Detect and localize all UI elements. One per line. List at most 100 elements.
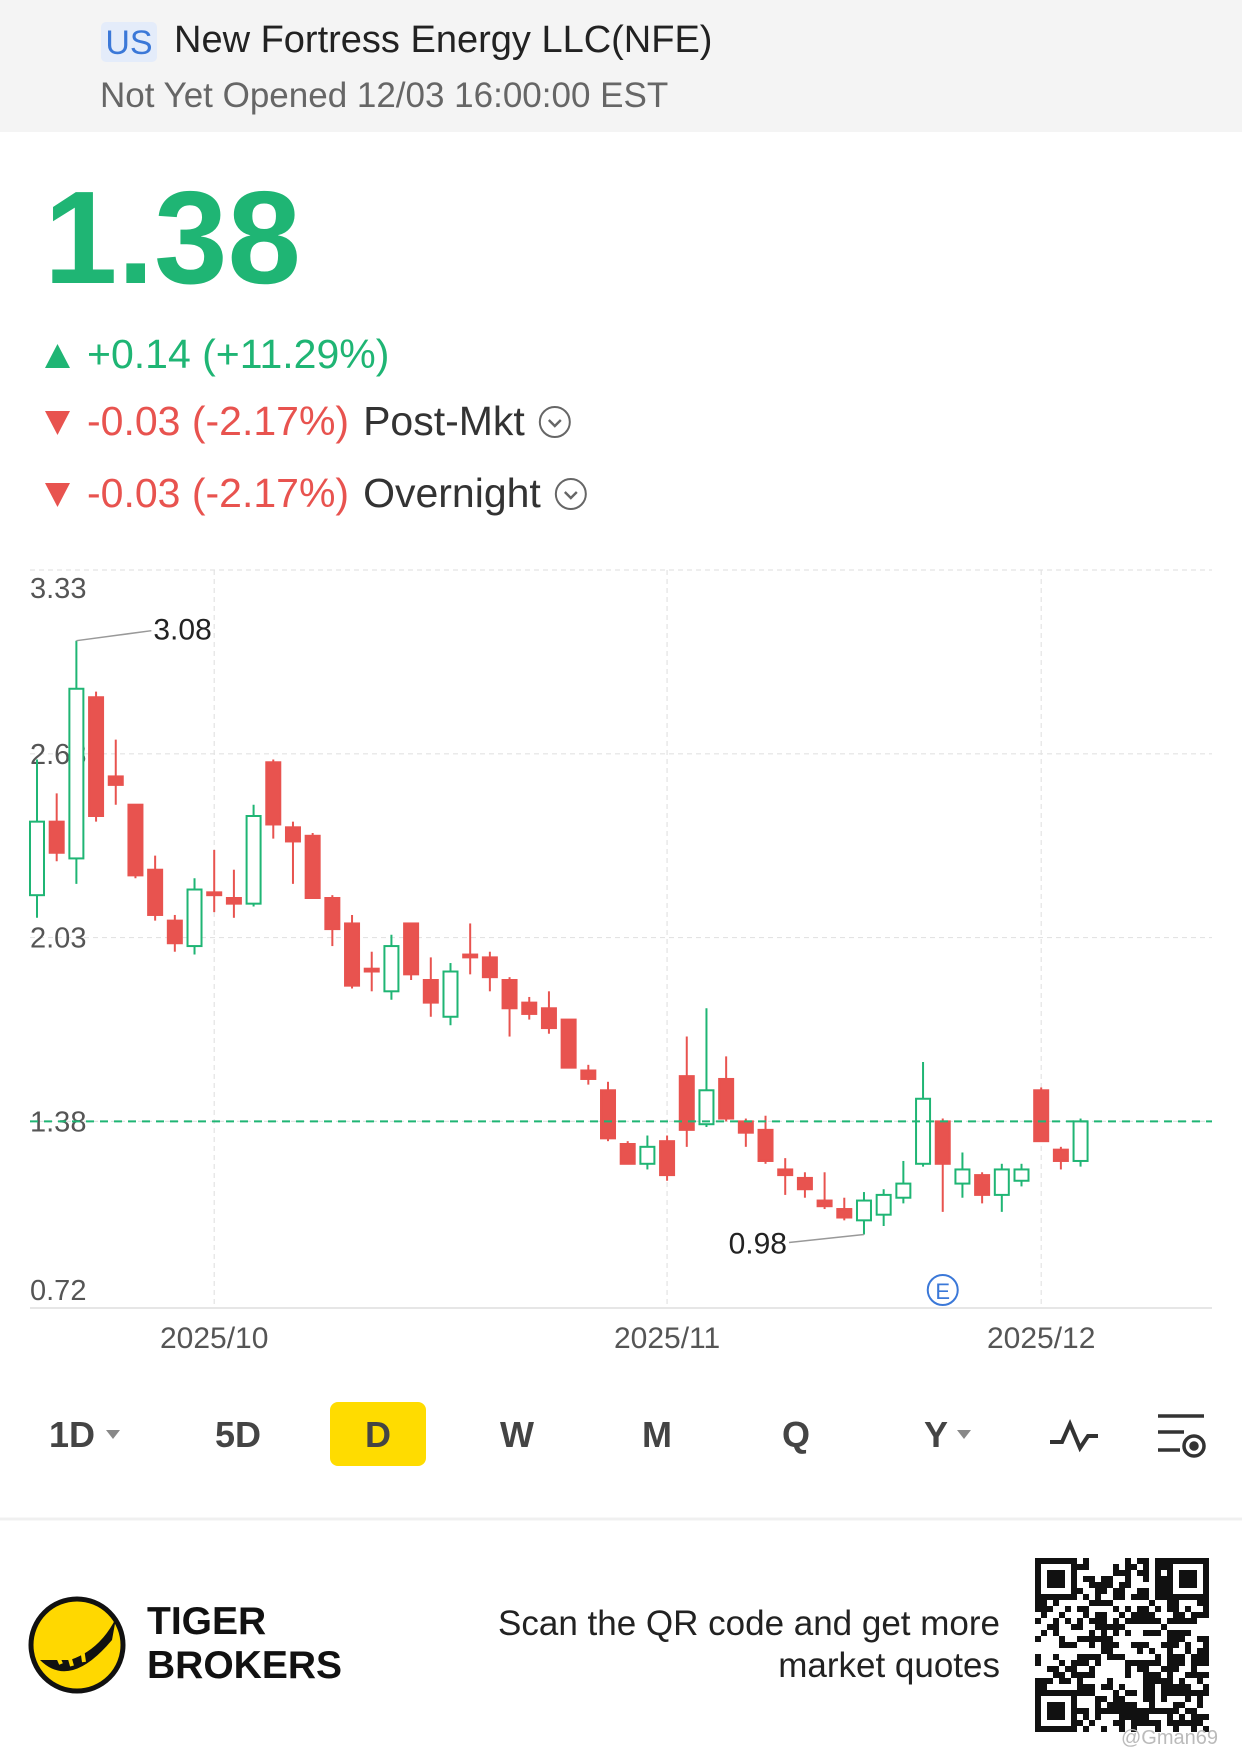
qr-module — [1101, 1618, 1107, 1624]
qr-module — [1101, 1600, 1107, 1606]
qr-module — [1089, 1630, 1095, 1636]
qr-module — [1125, 1672, 1131, 1678]
qr-module — [1167, 1672, 1173, 1678]
post-toggle[interactable] — [538, 406, 571, 438]
candle-body — [462, 953, 479, 959]
qr-module — [1185, 1672, 1191, 1678]
change: +0.14 (+11.29%) — [87, 331, 389, 377]
qr-module — [1137, 1558, 1143, 1564]
qr-module — [1095, 1708, 1101, 1714]
candle-body — [974, 1174, 991, 1196]
brand-line: BROKERS — [147, 1644, 342, 1687]
qr-module — [1101, 1636, 1107, 1642]
qr-module — [1143, 1678, 1149, 1684]
qr-module — [1143, 1576, 1149, 1582]
qr-module — [1095, 1612, 1101, 1618]
qr-module — [1179, 1636, 1185, 1642]
qr-module — [1191, 1690, 1197, 1696]
qr-module — [1101, 1642, 1107, 1648]
qr-module — [1155, 1726, 1161, 1732]
qr-module — [1113, 1594, 1119, 1600]
qr-module — [1113, 1564, 1119, 1570]
qr-module — [1041, 1600, 1047, 1606]
qr-module — [1155, 1708, 1161, 1714]
qr-module — [1119, 1582, 1125, 1588]
qr-module — [1203, 1636, 1209, 1642]
qr-module — [1101, 1684, 1107, 1690]
qr-module — [1203, 1642, 1209, 1648]
qr-module — [1197, 1654, 1203, 1660]
period-button[interactable]: D — [365, 1414, 391, 1455]
qr-module — [1143, 1672, 1149, 1678]
qr-module — [1047, 1624, 1053, 1630]
qr-module — [1143, 1618, 1149, 1624]
qr-module — [1077, 1690, 1083, 1696]
qr-module — [1167, 1678, 1173, 1684]
qr-module — [1089, 1576, 1095, 1582]
overnight-toggle[interactable] — [554, 478, 587, 510]
price: 1.38 — [44, 164, 301, 311]
period-button[interactable]: 1D — [49, 1414, 95, 1455]
qr-module — [1119, 1726, 1125, 1732]
qr-finder — [1167, 1558, 1209, 1600]
qr-module — [1071, 1642, 1077, 1648]
qr-module — [1077, 1684, 1083, 1690]
qr-module — [1107, 1582, 1113, 1588]
qr-module — [1143, 1666, 1149, 1672]
candle-body — [442, 970, 459, 1018]
qr-module — [1089, 1690, 1095, 1696]
qr-module — [1089, 1636, 1095, 1642]
settings-icon[interactable] — [1158, 1414, 1206, 1458]
qr-module — [1167, 1720, 1173, 1726]
qr-module — [1191, 1726, 1197, 1732]
qr-module — [1149, 1696, 1155, 1702]
qr-module — [1203, 1660, 1209, 1666]
qr-module — [1095, 1594, 1101, 1600]
dropdown-caret — [957, 1430, 971, 1439]
qr-module — [1047, 1606, 1053, 1612]
candle-body — [403, 922, 420, 976]
qr-module — [1083, 1714, 1089, 1720]
qr-module — [1053, 1654, 1059, 1660]
qr-module — [1149, 1708, 1155, 1714]
qr-module — [1197, 1696, 1203, 1702]
period-button[interactable]: 5D — [215, 1414, 261, 1455]
qr-module — [1167, 1684, 1173, 1690]
qr-module — [1137, 1660, 1143, 1666]
qr-module — [1161, 1564, 1167, 1570]
qr-module — [1155, 1672, 1161, 1678]
qr-module — [1173, 1654, 1179, 1660]
qr-module — [1077, 1678, 1083, 1684]
candle-body — [107, 775, 124, 786]
qr-module — [1077, 1606, 1083, 1612]
qr-module — [1167, 1666, 1173, 1672]
candle-body — [363, 967, 380, 973]
period-button[interactable]: Y — [924, 1414, 948, 1455]
qr-module — [1155, 1594, 1161, 1600]
qr-finder — [1047, 1702, 1065, 1720]
qr-module — [1185, 1708, 1191, 1714]
qr-module — [1119, 1708, 1125, 1714]
qr-module — [1155, 1630, 1161, 1636]
indicator-icon[interactable] — [1050, 1418, 1098, 1453]
qr-code[interactable] — [1035, 1558, 1209, 1732]
qr-module — [1167, 1636, 1173, 1642]
candle-body — [265, 761, 282, 826]
qr-module — [1065, 1678, 1071, 1684]
qr-module — [1131, 1726, 1137, 1732]
period-button[interactable]: M — [642, 1414, 672, 1455]
qr-module — [1095, 1636, 1101, 1642]
annotation-leader — [76, 629, 152, 642]
qr-module — [1095, 1624, 1101, 1630]
qr-module — [1101, 1726, 1107, 1732]
candle-body — [383, 945, 400, 993]
annotation: 3.08 — [153, 614, 211, 647]
period-button[interactable]: Q — [782, 1414, 810, 1455]
period-button[interactable]: W — [500, 1414, 534, 1455]
qr-module — [1035, 1684, 1041, 1690]
candle-body — [501, 979, 518, 1010]
qr-module — [1173, 1708, 1179, 1714]
qr-module — [1125, 1714, 1131, 1720]
qr-module — [1065, 1606, 1071, 1612]
